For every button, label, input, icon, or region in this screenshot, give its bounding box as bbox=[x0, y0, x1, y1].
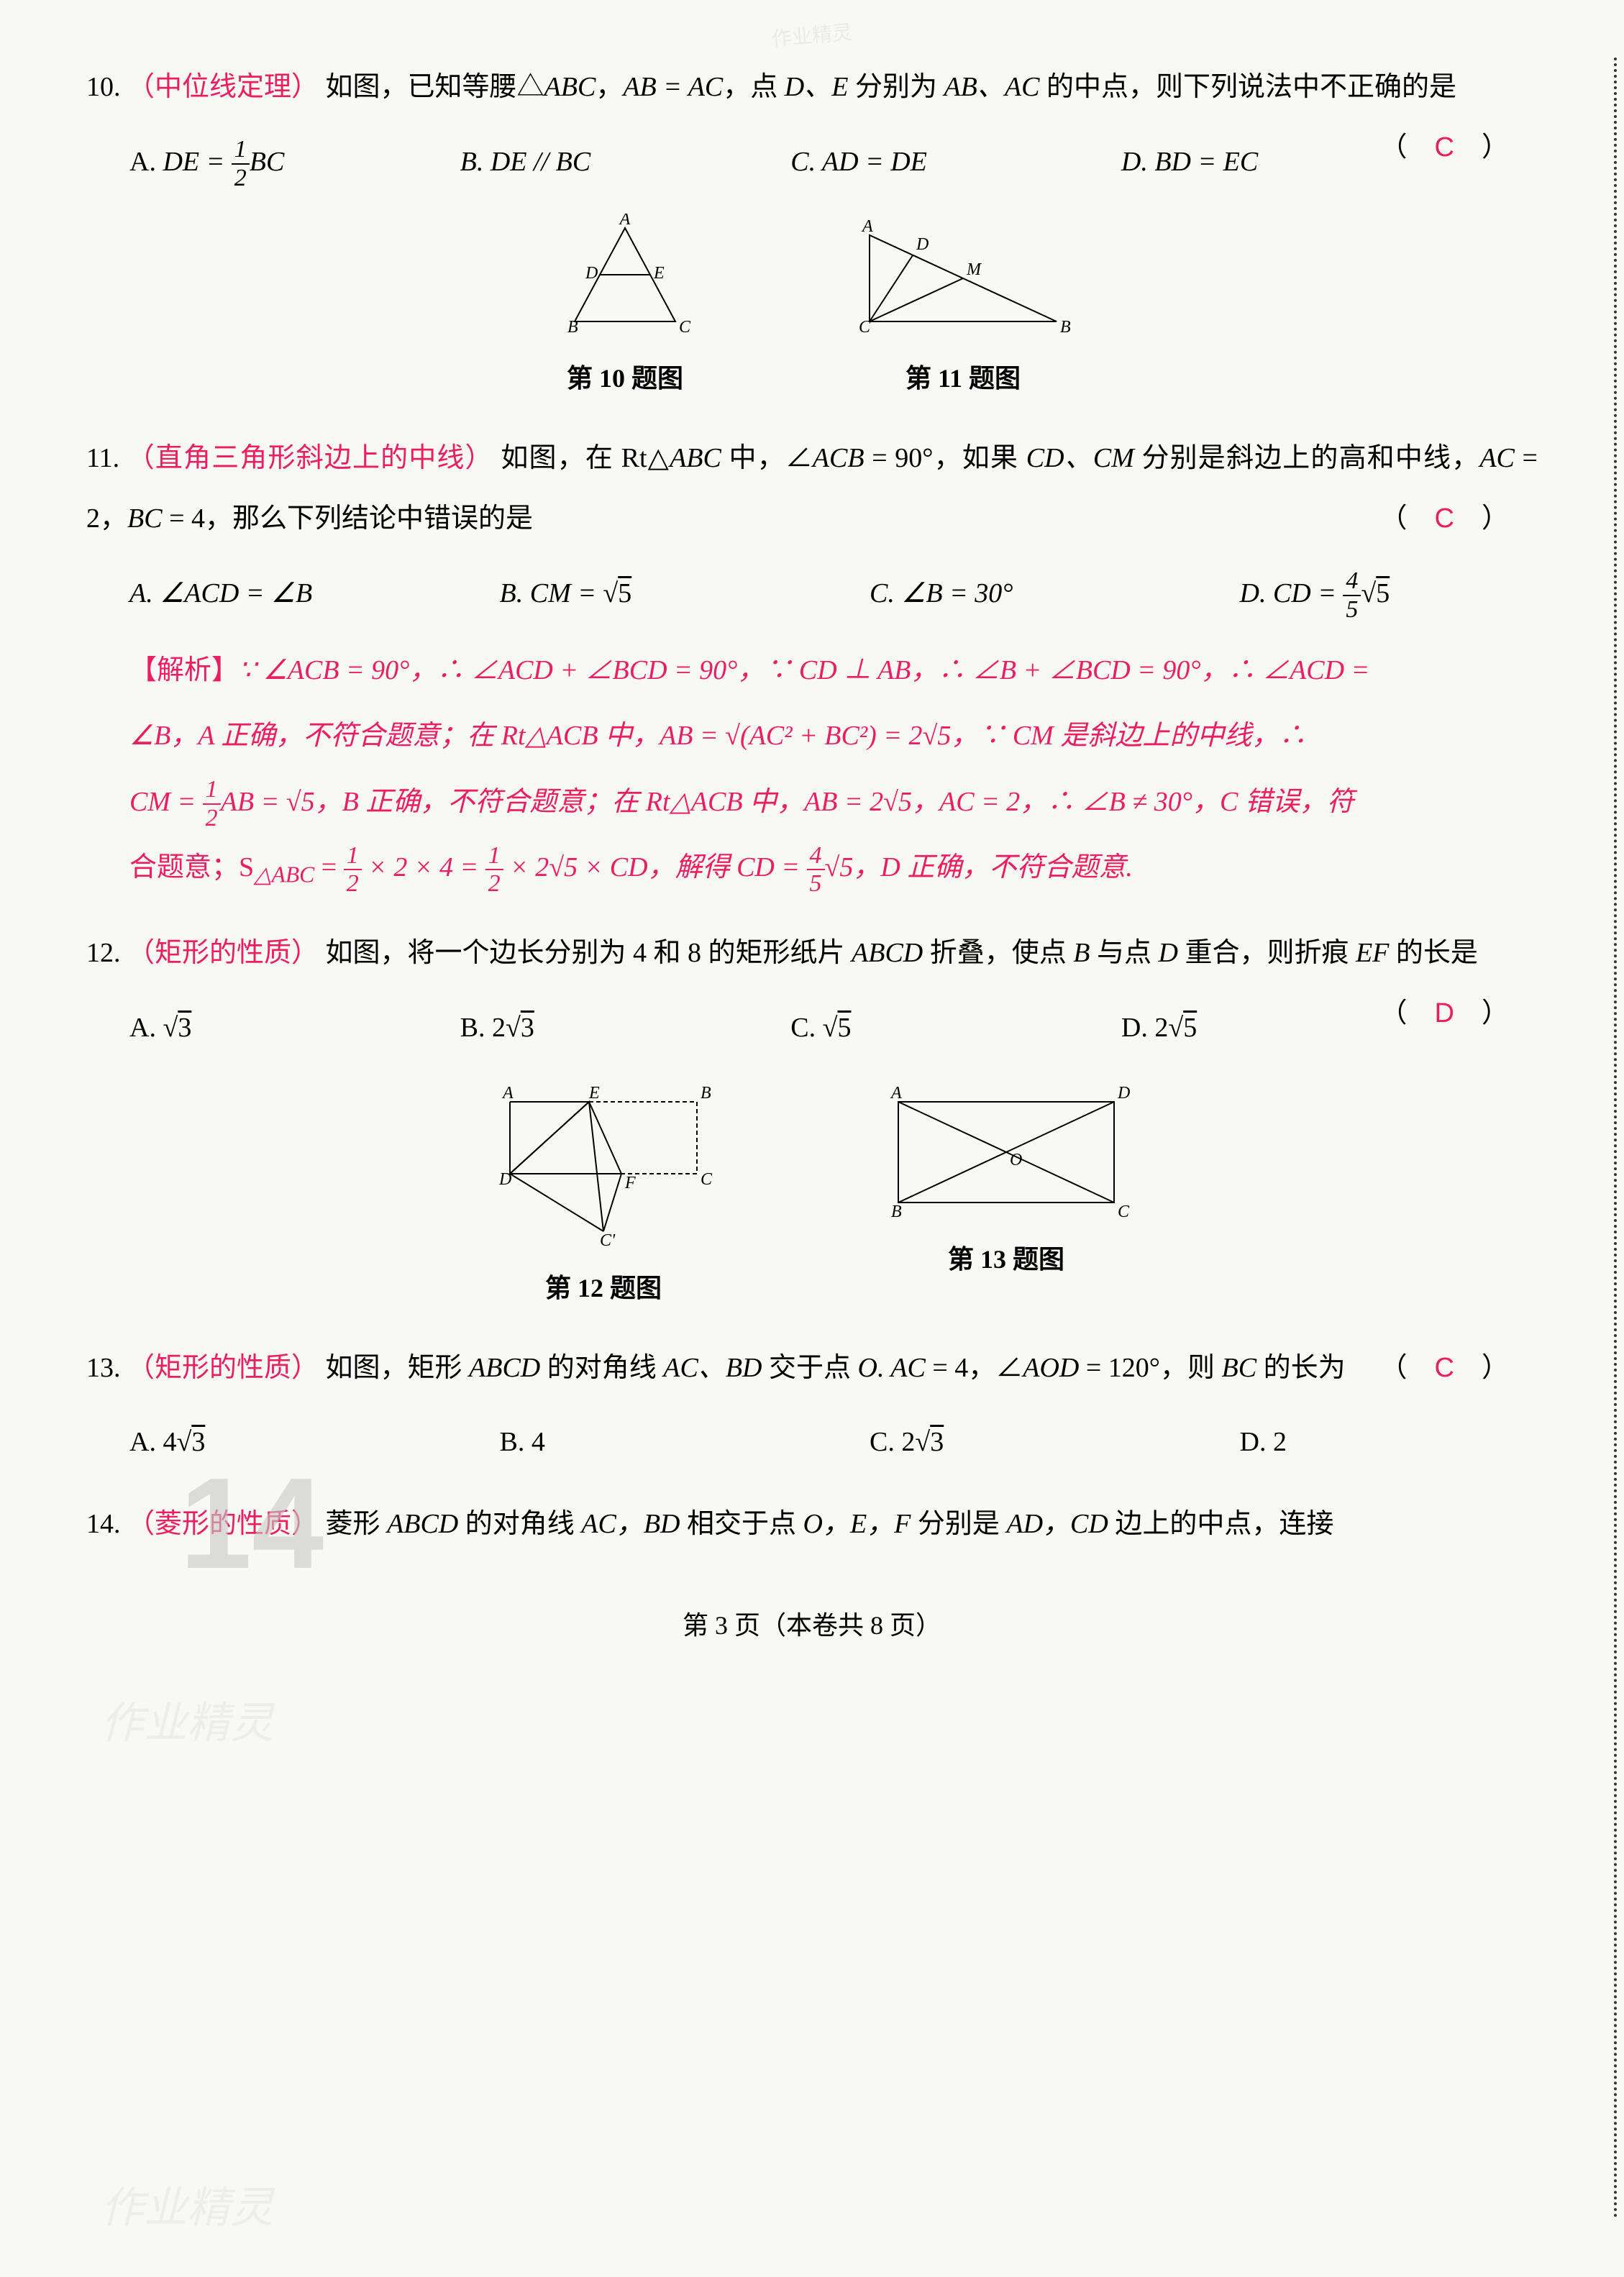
svg-text:D: D bbox=[498, 1170, 511, 1189]
q11-opt-d: D. CD = 45√5 bbox=[1240, 564, 1538, 624]
page-border-dots bbox=[1614, 58, 1617, 2219]
q12-options: A. √3 B. 2√3 C. √5 D. 2√5 bbox=[86, 998, 1380, 1059]
q10-options: A. DE = 12BC B. DE // BC C. AD = DE D. B… bbox=[86, 132, 1380, 193]
svg-text:A: A bbox=[501, 1084, 514, 1103]
q10-num: 10. bbox=[86, 72, 121, 102]
q11-opt-c: C. ∠B = 30° bbox=[870, 564, 1168, 624]
svg-text:D: D bbox=[1117, 1084, 1130, 1103]
watermark-top: 作业精灵 bbox=[770, 11, 854, 62]
q12-opt-b: B. 2√3 bbox=[460, 998, 719, 1059]
figures-row-2: A E B D F C C' 第 12 题图 A D B C O 第 13 题图 bbox=[86, 1080, 1538, 1317]
svg-text:F: F bbox=[624, 1174, 636, 1192]
svg-text:C: C bbox=[859, 318, 871, 337]
q10-topic: （中位线定理） bbox=[127, 72, 319, 102]
q12-num: 12. bbox=[86, 938, 121, 968]
svg-text:B: B bbox=[701, 1084, 711, 1103]
q10-text: 10. （中位线定理） 如图，已知等腰△ABC，AB = AC，点 D、E 分别… bbox=[86, 58, 1538, 118]
q11-topic: （直角三角形斜边上的中线） bbox=[127, 443, 493, 473]
q10-opt-a: A. DE = 12BC bbox=[129, 132, 388, 193]
svg-text:A: A bbox=[890, 1084, 902, 1103]
q13-num: 13. bbox=[86, 1353, 121, 1383]
q14-num: 14. bbox=[86, 1509, 121, 1539]
q13-opt-a: A. 4√3 bbox=[129, 1413, 428, 1473]
q12-answer: D bbox=[1435, 998, 1454, 1028]
fig11-svg: A B C D M bbox=[848, 214, 1078, 343]
question-11: 11. （直角三角形斜边上的中线） 如图，在 Rt△ABC 中，∠ACB = 9… bbox=[86, 429, 1538, 902]
q10-opt-d: D. BD = EC bbox=[1121, 132, 1380, 193]
svg-text:O: O bbox=[1010, 1151, 1022, 1169]
svg-text:B: B bbox=[891, 1203, 902, 1221]
q11-text: 11. （直角三角形斜边上的中线） 如图，在 Rt△ABC 中，∠ACB = 9… bbox=[86, 429, 1538, 549]
svg-text:D: D bbox=[585, 264, 598, 283]
q11-answer: C bbox=[1435, 503, 1454, 534]
figure-10: A B C D E 第 10 题图 bbox=[546, 214, 704, 407]
question-12: 12. （矩形的性质） 如图，将一个边长分别为 4 和 8 的矩形纸片 ABCD… bbox=[86, 923, 1538, 1058]
q12-text: 12. （矩形的性质） 如图，将一个边长分别为 4 和 8 的矩形纸片 ABCD… bbox=[86, 923, 1538, 984]
svg-text:D: D bbox=[916, 235, 929, 254]
fig10-caption: 第 10 题图 bbox=[546, 350, 704, 407]
svg-text:C': C' bbox=[600, 1231, 616, 1250]
q11-opt-b: B. CM = √5 bbox=[500, 564, 798, 624]
q12-topic: （矩形的性质） bbox=[127, 938, 319, 968]
watermark-bottom: 作业精灵 bbox=[101, 2160, 273, 2255]
fig13-svg: A D B C O bbox=[870, 1080, 1143, 1224]
svg-text:C: C bbox=[679, 318, 691, 337]
q12-opt-a: A. √3 bbox=[129, 998, 388, 1059]
q13-answer-paren: （ C ） bbox=[1380, 1338, 1509, 1399]
q10-opt-b: B. DE // BC bbox=[460, 132, 719, 193]
q10-answer-paren: （ C ） bbox=[1380, 118, 1509, 178]
svg-text:B: B bbox=[1060, 318, 1071, 337]
q11-opt-a: A. ∠ACD = ∠B bbox=[129, 564, 428, 624]
q13-opt-b: B. 4 bbox=[500, 1413, 798, 1473]
svg-text:M: M bbox=[966, 260, 982, 279]
q13-options: A. 4√3 B. 4 C. 2√3 D. 2 bbox=[86, 1413, 1538, 1473]
question-10: 10. （中位线定理） 如图，已知等腰△ABC，AB = AC，点 D、E 分别… bbox=[86, 58, 1538, 192]
figure-11: A B C D M 第 11 题图 bbox=[848, 214, 1078, 407]
watermark-mid: 作业精灵 bbox=[101, 1676, 273, 1771]
q11-num: 11. bbox=[86, 443, 119, 473]
svg-text:B: B bbox=[567, 318, 578, 337]
q11-answer-paren: （ C ） bbox=[1380, 489, 1509, 549]
q11-solution: 【解析】∵ ∠ACB = 90°，∴ ∠ACD + ∠BCD = 90°，∵ C… bbox=[86, 638, 1538, 902]
svg-text:E: E bbox=[653, 264, 665, 283]
q13-opt-c: C. 2√3 bbox=[870, 1413, 1168, 1473]
fig13-caption: 第 13 题图 bbox=[870, 1231, 1143, 1288]
q10-opt-c: C. AD = DE bbox=[790, 132, 1049, 193]
fig11-caption: 第 11 题图 bbox=[848, 350, 1078, 407]
q12-opt-d: D. 2√5 bbox=[1121, 998, 1380, 1059]
figure-13: A D B C O 第 13 题图 bbox=[870, 1080, 1143, 1317]
svg-text:A: A bbox=[619, 214, 631, 229]
fig10-svg: A B C D E bbox=[546, 214, 704, 343]
svg-text:C: C bbox=[1118, 1203, 1130, 1221]
question-13: 13. （矩形的性质） 如图，矩形 ABCD 的对角线 AC、BD 交于点 O.… bbox=[86, 1338, 1538, 1473]
figures-row-1: A B C D E 第 10 题图 A B C D M 第 11 题图 bbox=[86, 214, 1538, 407]
q13-answer: C bbox=[1435, 1353, 1454, 1383]
figure-12: A E B D F C C' 第 12 题图 bbox=[481, 1080, 726, 1317]
svg-text:E: E bbox=[588, 1084, 600, 1103]
fig12-caption: 第 12 题图 bbox=[481, 1260, 726, 1317]
fig12-svg: A E B D F C C' bbox=[481, 1080, 726, 1253]
solution-label: 【解析】 bbox=[129, 655, 239, 685]
q12-opt-c: C. √5 bbox=[790, 998, 1049, 1059]
svg-text:C: C bbox=[701, 1170, 713, 1189]
svg-text:A: A bbox=[861, 217, 873, 236]
q13-opt-d: D. 2 bbox=[1240, 1413, 1538, 1473]
q10-answer: C bbox=[1435, 132, 1454, 163]
q11-options: A. ∠ACD = ∠B B. CM = √5 C. ∠B = 30° D. C… bbox=[86, 564, 1538, 624]
q13-topic: （矩形的性质） bbox=[127, 1353, 319, 1383]
q12-answer-paren: （ D ） bbox=[1380, 984, 1509, 1044]
